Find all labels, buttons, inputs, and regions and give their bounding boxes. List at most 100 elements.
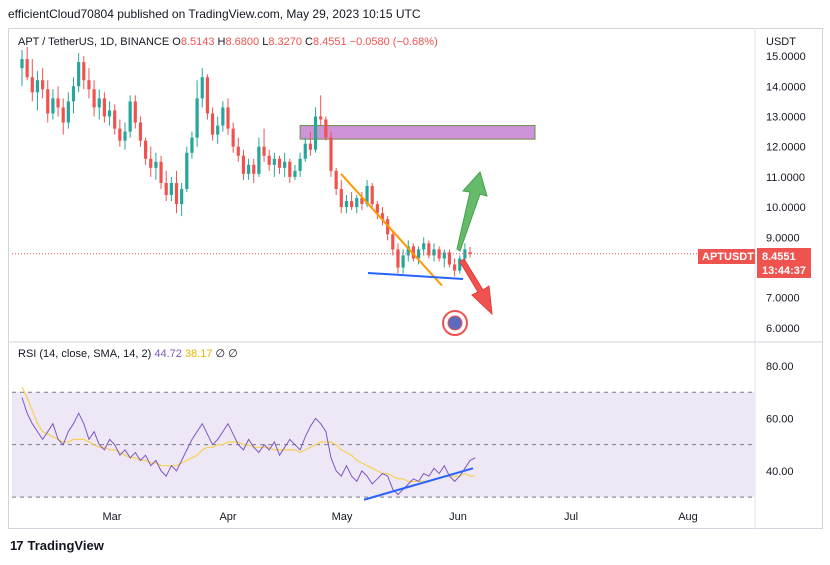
candle-body: [277, 158, 282, 168]
candle-body: [195, 98, 199, 138]
candle-body: [241, 155, 246, 174]
rsi-extra-value: ∅: [216, 348, 229, 360]
candle-body: [180, 188, 184, 205]
candle-body: [77, 62, 81, 87]
footer-brand: 17 TradingView: [10, 538, 104, 553]
candle-body: [303, 143, 307, 159]
rsi-legend: RSI (14, close, SMA, 14, 2) 44.72 38.17 …: [18, 348, 238, 360]
candle-body: [416, 249, 421, 259]
candle-body: [355, 198, 359, 208]
low-label: L: [262, 36, 268, 48]
time-tick-label: Jul: [564, 511, 578, 523]
last-price-badge-bg: [757, 248, 811, 278]
candle-body: [107, 110, 112, 117]
candle-body: [308, 143, 312, 150]
candle-body: [210, 113, 215, 135]
price-tick-label: 13.0000: [766, 111, 806, 123]
bearish-arrow-icon: [459, 258, 493, 316]
candle-body: [463, 249, 467, 259]
candle-body: [231, 128, 235, 147]
candle-body: [221, 107, 225, 126]
candle-body: [133, 101, 137, 123]
candle-body: [422, 243, 426, 250]
candle-body: [365, 185, 369, 205]
candle-body: [82, 62, 86, 81]
candle-body: [35, 80, 40, 93]
event-marker-inner-icon: [447, 315, 463, 331]
candle-body: [97, 98, 101, 108]
descending-trendline: [340, 173, 443, 287]
price-tick-label: 11.0000: [766, 172, 805, 184]
candle-body: [252, 164, 256, 174]
candle-body: [360, 198, 364, 205]
candle-body: [283, 161, 287, 168]
high-value: 8.6800: [225, 36, 262, 48]
rsi-title: RSI (14, close, SMA, 14, 2): [18, 348, 154, 360]
candle-body: [350, 201, 354, 208]
candle-body: [41, 80, 45, 90]
price-tick-label: 7.0000: [766, 293, 800, 305]
time-tick-label: Aug: [678, 511, 698, 523]
main-legend: APT / TetherUS, 1D, BINANCE O8.5143 H8.6…: [18, 36, 438, 48]
currency-label: USDT: [766, 36, 796, 48]
candle-body: [71, 86, 76, 102]
candle-body: [200, 77, 204, 99]
candle-body: [138, 122, 143, 141]
candle-body: [447, 252, 452, 265]
time-tick-label: Apr: [219, 511, 236, 523]
candle-body: [164, 182, 168, 196]
resistance-zone: [299, 125, 536, 140]
candle-body: [411, 246, 415, 259]
candle-body: [442, 252, 446, 259]
candle-body: [51, 98, 55, 114]
footer-brand-label[interactable]: TradingView: [27, 538, 104, 553]
close-value: 8.4551: [313, 36, 350, 48]
candle-body: [149, 158, 153, 168]
candle-body: [272, 158, 276, 165]
candle-body: [113, 110, 117, 129]
candle-body: [56, 98, 60, 108]
candle-body: [144, 140, 148, 159]
time-tick-label: Jun: [449, 511, 467, 523]
candle-body: [344, 201, 349, 208]
rsi-trendline: [363, 467, 474, 501]
candle-body: [262, 146, 266, 156]
rsi-extra-value: ∅: [228, 348, 238, 360]
candle-body: [123, 131, 127, 141]
candle-body: [427, 243, 431, 256]
price-tick-label: 15.0000: [766, 51, 806, 63]
low-value: 8.3270: [268, 36, 305, 48]
candle-body: [185, 152, 189, 189]
time-tick-label: Mar: [103, 511, 122, 523]
candle-body: [118, 128, 122, 141]
candle-body: [267, 155, 271, 165]
rsi-tick-label: 80.00: [766, 361, 794, 373]
candle-body: [66, 101, 70, 123]
candle-body: [169, 182, 173, 196]
price-tick-label: 9.0000: [766, 232, 800, 244]
time-tick-label: May: [332, 511, 353, 523]
close-label: C: [305, 36, 313, 48]
candle-body: [324, 119, 328, 138]
price-tick-label: 12.0000: [766, 142, 806, 154]
candle-body: [370, 185, 374, 205]
candle-body: [401, 255, 405, 268]
price-tick-label: 10.0000: [766, 202, 806, 214]
candle-body: [298, 158, 302, 171]
candle-body: [334, 170, 338, 189]
candle-body: [391, 234, 395, 250]
high-label: H: [218, 36, 226, 48]
tradingview-logo-icon: 17: [10, 538, 24, 553]
change-value: −0.0580 (−0.68%): [350, 36, 438, 48]
candle-body: [319, 116, 323, 120]
candle-body: [453, 264, 457, 271]
candle-body: [437, 249, 441, 259]
candle-body: [257, 146, 261, 174]
candle-body: [30, 77, 34, 93]
candle-body: [406, 246, 410, 256]
support-trendline: [367, 271, 464, 280]
rsi-value: 44.72: [154, 348, 185, 360]
candle-body: [458, 258, 462, 271]
candle-body: [61, 107, 65, 123]
